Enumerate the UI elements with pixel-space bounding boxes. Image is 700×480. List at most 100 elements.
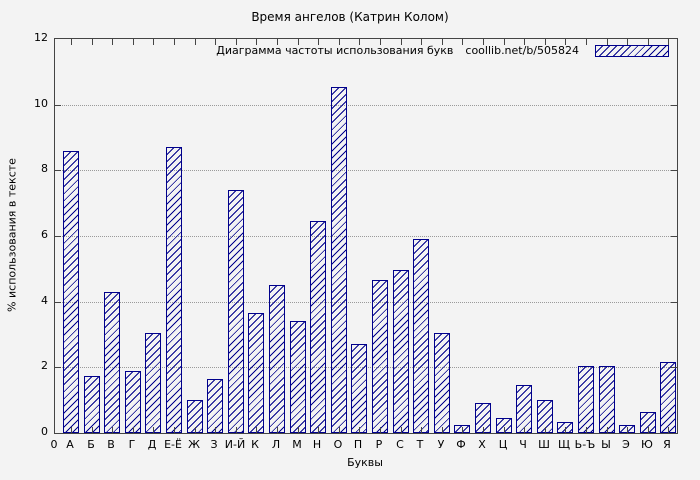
x-tick xyxy=(71,39,72,45)
x-tick xyxy=(565,427,566,433)
x-tick xyxy=(236,39,237,45)
x-tick xyxy=(195,427,196,433)
y-tick xyxy=(671,301,677,303)
bar-Г xyxy=(125,371,141,433)
x-tick xyxy=(421,427,422,433)
x-tick xyxy=(648,427,649,433)
x-tick-label: С xyxy=(396,438,404,451)
x-origin-label: 0 xyxy=(50,438,58,451)
x-tick-label: М xyxy=(292,438,302,451)
bar-Н xyxy=(310,221,326,433)
chart-title: Время ангелов (Катрин Колом) xyxy=(251,10,449,24)
x-tick xyxy=(586,427,587,433)
x-tick-label: Г xyxy=(128,438,136,451)
x-tick xyxy=(277,39,278,45)
gridline xyxy=(55,301,677,303)
x-tick xyxy=(298,39,299,45)
gridline xyxy=(55,170,677,172)
plot-area: Диаграмма частоты использования букв coo… xyxy=(54,38,678,434)
x-tick xyxy=(545,39,546,45)
y-tick-label: 0 xyxy=(41,425,48,438)
x-tick xyxy=(586,39,587,45)
x-tick xyxy=(524,427,525,433)
x-tick-label: Ь-Ъ xyxy=(574,438,596,451)
x-tick-label: Я xyxy=(663,438,671,451)
y-tick-label: 8 xyxy=(41,162,48,176)
x-tick xyxy=(215,427,216,433)
x-tick xyxy=(112,427,113,433)
y-tick-label: 12 xyxy=(34,31,48,44)
bar-Т xyxy=(413,239,429,433)
y-tick xyxy=(671,367,677,369)
y-tick-label: 2 xyxy=(41,359,48,373)
x-tick xyxy=(421,39,422,45)
legend-source: coollib.net/b/505824 xyxy=(465,44,579,57)
x-tick-label: Ю xyxy=(641,438,653,451)
x-tick xyxy=(174,39,175,45)
x-tick xyxy=(174,427,175,433)
x-tick-label: О xyxy=(333,438,343,451)
x-tick-label: Т xyxy=(416,438,424,451)
bar-П xyxy=(351,344,367,433)
x-tick-label: Д xyxy=(147,438,157,451)
y-tick-label: 4 xyxy=(41,293,48,307)
x-tick xyxy=(256,39,257,45)
x-tick-label: Ф xyxy=(456,438,466,451)
x-tick xyxy=(462,427,463,433)
x-tick xyxy=(359,427,360,433)
bar-Ч xyxy=(516,385,532,433)
bar-З xyxy=(207,379,223,433)
x-tick xyxy=(442,39,443,45)
x-tick-label: А xyxy=(66,438,74,451)
x-tick xyxy=(153,39,154,45)
x-tick xyxy=(462,39,463,45)
x-tick-label: Ц xyxy=(498,438,508,451)
x-tick-label: Х xyxy=(478,438,486,451)
bar-У xyxy=(434,333,450,433)
bar-С xyxy=(393,270,409,433)
y-tick xyxy=(55,367,61,369)
x-tick xyxy=(92,39,93,45)
x-tick-label: Щ xyxy=(557,438,571,451)
y-tick-label: 10 xyxy=(34,96,48,110)
x-tick-label: Ч xyxy=(519,438,527,451)
x-tick xyxy=(133,39,134,45)
x-tick xyxy=(71,427,72,433)
x-tick-label: У xyxy=(437,438,445,451)
x-tick xyxy=(545,427,546,433)
bar-В xyxy=(104,292,120,433)
x-tick xyxy=(153,427,154,433)
x-axis-label: Буквы xyxy=(347,456,383,469)
y-tick xyxy=(55,301,61,303)
x-tick xyxy=(627,427,628,433)
x-tick xyxy=(256,427,257,433)
x-tick xyxy=(627,39,628,45)
x-tick xyxy=(339,427,340,433)
x-tick xyxy=(401,39,402,45)
x-tick xyxy=(380,39,381,45)
y-tick-label: 6 xyxy=(41,228,48,241)
bar-Л xyxy=(269,285,285,433)
x-tick xyxy=(648,39,649,45)
bar-Е-Ё xyxy=(166,147,182,433)
x-tick-label: К xyxy=(251,438,259,451)
x-tick xyxy=(318,39,319,45)
y-tick xyxy=(671,170,677,172)
x-tick xyxy=(483,427,484,433)
legend: Диаграмма частоты использования букв coo… xyxy=(216,44,669,57)
x-tick xyxy=(607,39,608,45)
x-tick-label: Л xyxy=(271,438,281,451)
x-tick xyxy=(112,39,113,45)
bar-И-Й xyxy=(228,190,244,433)
bar-Р xyxy=(372,280,388,433)
x-tick xyxy=(380,427,381,433)
bar-К xyxy=(248,313,264,433)
x-tick xyxy=(524,39,525,45)
x-tick xyxy=(668,427,669,433)
bar-Д xyxy=(145,333,161,433)
x-tick-label: Ы xyxy=(601,438,611,451)
x-tick xyxy=(133,427,134,433)
x-tick xyxy=(298,427,299,433)
y-tick xyxy=(671,236,677,237)
